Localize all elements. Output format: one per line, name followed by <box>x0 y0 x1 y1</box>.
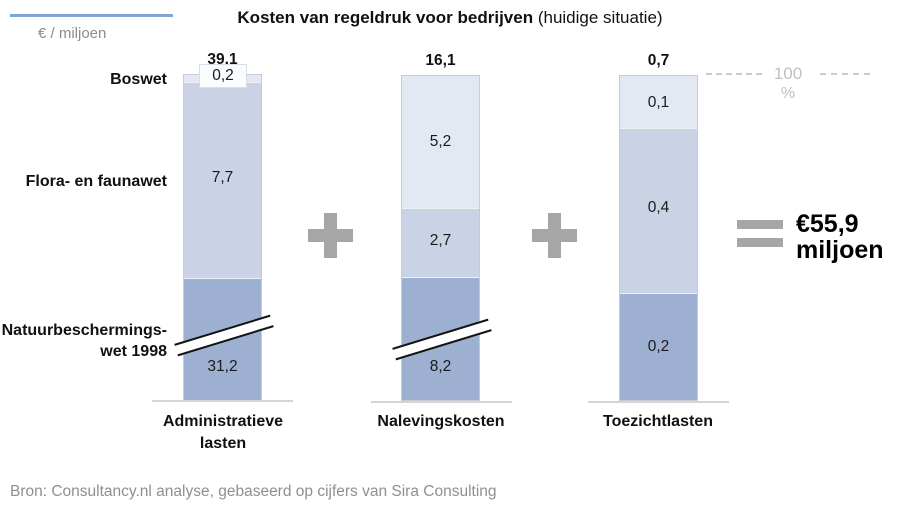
bar3-segment-boswet <box>620 76 697 128</box>
series-label-boswet: Boswet <box>110 71 167 88</box>
bar2-segment-boswet <box>402 76 479 208</box>
grand-total-amount: €55,9 <box>796 210 859 238</box>
reference-dash-right <box>820 73 870 75</box>
bar1-baseline <box>152 400 293 402</box>
equals-icon <box>737 220 783 229</box>
bar1-value-natuur: 31,2 <box>207 358 238 375</box>
grand-total: €55,9 miljoen <box>796 211 884 263</box>
bar3-baseline <box>588 401 729 403</box>
bar1-value-flora: 7,7 <box>211 169 234 186</box>
bar-administratieve-lasten <box>183 74 262 401</box>
bar2-value-boswet: 5,2 <box>429 133 452 150</box>
bar3-category-line1: Toezichtlasten <box>603 413 713 430</box>
chart-title-main: Kosten van regeldruk voor bedrijven <box>237 8 534 27</box>
bar1-category-label: Administratieve lasten <box>140 411 306 455</box>
chart-title: Kosten van regeldruk voor bedrijven (hui… <box>0 8 900 28</box>
series-label-natuurbeschermingswet-line1: Natuurbeschermings- <box>1 322 167 339</box>
bar3-total-label: 0,7 <box>647 52 670 69</box>
bar2-value-flora: 2,7 <box>429 232 452 249</box>
bar2-category-line1: Nalevingskosten <box>377 413 505 430</box>
equals-icon <box>737 238 783 247</box>
series-label-natuurbeschermingswet: Natuurbeschermings- wet 1998 <box>0 320 167 362</box>
bar2-category-label: Nalevingskosten <box>360 411 522 433</box>
series-label-flora-en-faunawet: Flora- en faunawet <box>25 173 167 190</box>
bar1-category-line1: Administratieve <box>162 413 284 430</box>
bar3-value-flora: 0,4 <box>647 199 670 216</box>
y-axis-unit-label: € / miljoen <box>38 25 107 42</box>
bar2-value-natuur: 8,2 <box>429 358 452 375</box>
plus-icon <box>548 213 561 258</box>
bar3-value-boswet: 0,1 <box>647 94 670 111</box>
bar3-segment-natuur <box>620 293 697 400</box>
bar2-baseline <box>371 401 512 403</box>
reference-dash-left <box>706 73 762 75</box>
reference-value-label: 100 <box>773 64 803 83</box>
bar3-category-label: Toezichtlasten <box>577 411 739 433</box>
bar-toezichtlasten <box>619 75 698 401</box>
chart-title-suffix: (huidige situatie) <box>533 8 663 27</box>
bar3-segment-flora <box>620 128 697 293</box>
bar2-total-label: 16,1 <box>425 52 456 69</box>
bar1-category-line2: lasten <box>199 435 247 452</box>
bar2-segment-flora <box>402 208 479 277</box>
source-note: Bron: Consultancy.nl analyse, gebaseerd … <box>10 483 497 500</box>
accent-line <box>10 14 173 17</box>
plus-icon <box>324 213 337 258</box>
bar1-value-boswet: 0,2 <box>199 64 247 88</box>
bar3-value-natuur: 0,2 <box>647 338 670 355</box>
grand-total-unit: miljoen <box>796 236 884 264</box>
bar1-total-label: 39,1 <box>207 51 238 68</box>
series-label-natuurbeschermingswet-line2: wet 1998 <box>100 343 167 360</box>
reference-percent-label: % <box>780 85 796 102</box>
